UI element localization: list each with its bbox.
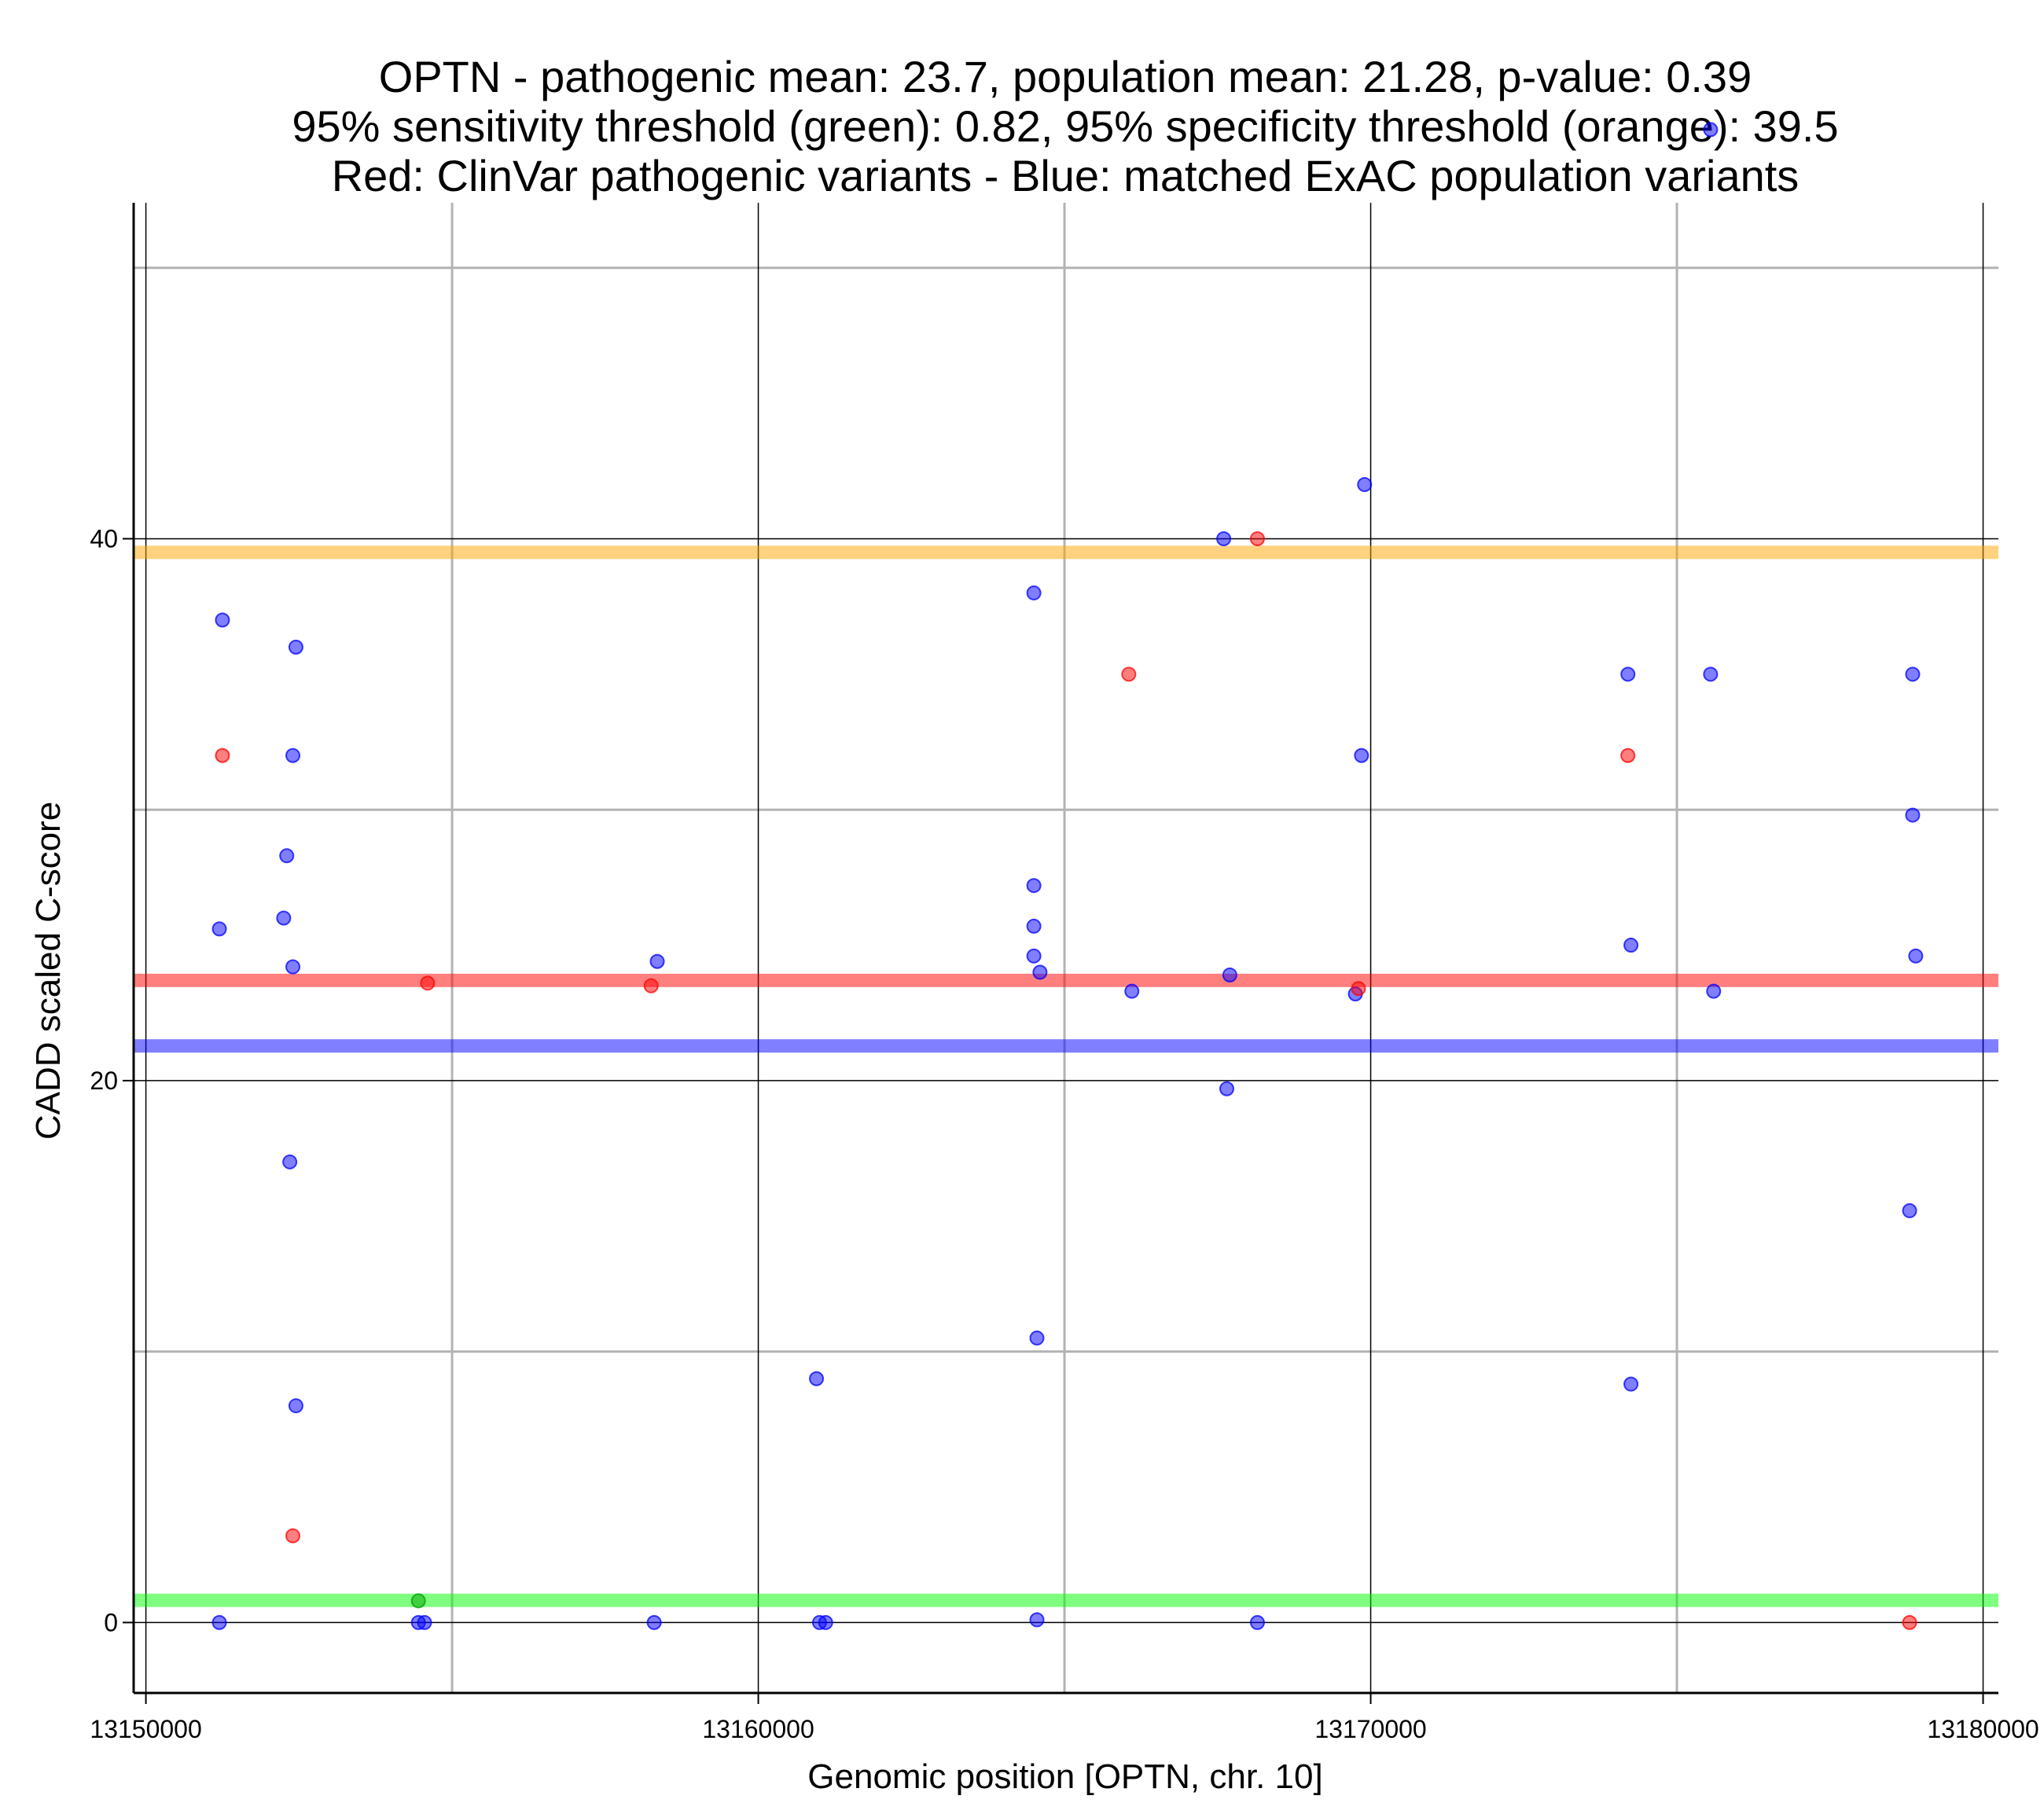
data-point [417,1614,432,1630]
data-point [646,1614,662,1630]
data-point [288,1398,303,1414]
data-point [1623,1376,1639,1392]
data-point [211,921,227,937]
data-point [1026,918,1042,934]
data-point [410,1593,426,1609]
data-point [1620,747,1636,763]
data-point [1902,1614,1917,1630]
data-point [1703,122,1719,138]
data-point [1026,585,1042,600]
data-point [276,910,292,926]
data-point [1249,531,1265,546]
data-point [1216,531,1232,546]
data-point [1219,1081,1234,1096]
data-point [1121,666,1137,682]
data-point [1706,983,1722,999]
x-tick-label: 13180000 [1927,1715,2038,1743]
data-point [643,978,659,993]
axes: 13150000 13160000 13170000 13180000 0 20 40 [90,203,2039,1743]
data-point [1620,666,1636,682]
data-point [1902,1203,1917,1218]
data-point [1029,1330,1045,1346]
title-line-2: 95% sensitivity threshold (green): 0.82,… [292,101,1838,151]
x-tick-label: 13160000 [702,1715,814,1743]
data-points [211,122,1924,1630]
data-point [1026,878,1042,894]
title-line-1: OPTN - pathogenic mean: 23.7, population… [379,52,1752,101]
data-point [1124,983,1140,999]
data-point [1357,477,1373,493]
data-point [215,747,230,763]
data-point [1905,666,1921,682]
y-axis-title: CADD scaled C-score [29,802,68,1140]
data-point [282,1154,298,1170]
data-point [1354,747,1369,763]
data-point [649,953,665,969]
x-axis-title: Genomic position [OPTN, chr. 10] [807,1757,1322,1796]
data-point [1351,981,1366,997]
y-tick-label: 0 [104,1608,118,1636]
data-point [1623,938,1639,953]
data-point [1249,1614,1265,1630]
data-point [1222,967,1237,982]
data-point [285,1528,301,1544]
data-point [1905,807,1921,823]
data-point [1703,666,1719,682]
y-tick-label: 40 [90,524,118,553]
data-point [285,747,301,763]
data-point [215,612,230,628]
data-point [1908,948,1924,964]
data-point [1026,948,1042,964]
chart-title: OPTN - pathogenic mean: 23.7, population… [292,52,1838,200]
y-tick-label: 20 [90,1067,118,1095]
data-point [420,975,436,991]
data-point [1029,1612,1045,1628]
title-line-3: Red: ClinVar pathogenic variants - Blue:… [332,151,1800,200]
data-point [211,1614,227,1630]
x-tick-label: 13170000 [1314,1715,1426,1743]
threshold-lines [134,545,1998,1607]
data-point [279,848,295,864]
data-point [809,1371,825,1386]
data-point [1032,964,1048,980]
grid-layer [134,203,1998,1693]
data-point [818,1614,833,1630]
data-point [285,959,301,975]
data-point [288,639,303,655]
x-tick-label: 13150000 [90,1715,201,1743]
